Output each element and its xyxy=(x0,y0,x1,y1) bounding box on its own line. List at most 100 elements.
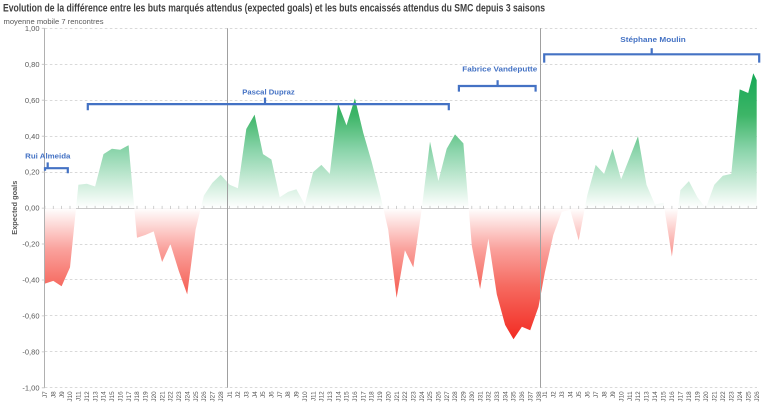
svg-text:J12: J12 xyxy=(635,391,642,402)
svg-text:J25: J25 xyxy=(427,391,434,402)
svg-text:-0,60: -0,60 xyxy=(22,312,39,321)
svg-text:J19: J19 xyxy=(377,391,384,402)
svg-text:J16: J16 xyxy=(669,391,676,402)
svg-text:J32: J32 xyxy=(486,391,493,402)
svg-text:Rui Almeida: Rui Almeida xyxy=(25,151,71,160)
svg-text:J9: J9 xyxy=(294,391,301,398)
svg-text:J4: J4 xyxy=(567,391,574,398)
svg-text:J31: J31 xyxy=(477,391,484,402)
svg-text:J22: J22 xyxy=(720,391,727,402)
svg-text:J19: J19 xyxy=(695,391,702,402)
svg-text:J20: J20 xyxy=(703,391,710,402)
svg-text:J25: J25 xyxy=(745,391,752,402)
svg-text:J13: J13 xyxy=(327,391,334,402)
svg-text:J17: J17 xyxy=(360,391,367,402)
svg-text:J16: J16 xyxy=(352,391,359,402)
svg-text:J35: J35 xyxy=(511,391,518,402)
svg-text:moyenne mobile 7 rencontres: moyenne mobile 7 rencontres xyxy=(4,17,104,26)
svg-text:J8: J8 xyxy=(285,391,292,398)
svg-text:J1: J1 xyxy=(542,391,549,398)
svg-text:J21: J21 xyxy=(712,391,719,402)
svg-text:J2: J2 xyxy=(235,391,242,398)
svg-text:J18: J18 xyxy=(369,391,376,402)
svg-text:J22: J22 xyxy=(402,391,409,402)
svg-text:J9: J9 xyxy=(59,391,66,398)
svg-text:J24: J24 xyxy=(419,391,426,402)
svg-text:J25: J25 xyxy=(193,391,200,402)
svg-text:J5: J5 xyxy=(260,391,267,398)
svg-text:Evolution de la différence ent: Evolution de la différence entre les but… xyxy=(3,3,545,15)
svg-text:J12: J12 xyxy=(84,391,91,402)
svg-text:J20: J20 xyxy=(151,391,158,402)
svg-text:J26: J26 xyxy=(201,391,208,402)
svg-text:J2: J2 xyxy=(551,391,558,398)
svg-text:J29: J29 xyxy=(461,391,468,402)
svg-text:J14: J14 xyxy=(652,391,659,402)
svg-text:Stéphane Moulin: Stéphane Moulin xyxy=(620,35,686,44)
svg-text:1,00: 1,00 xyxy=(25,24,40,33)
svg-text:J6: J6 xyxy=(269,391,276,398)
svg-text:J18: J18 xyxy=(134,391,141,402)
svg-text:-0,80: -0,80 xyxy=(22,348,39,357)
svg-text:J1: J1 xyxy=(227,391,234,398)
svg-text:-1,00: -1,00 xyxy=(22,383,39,392)
svg-text:J3: J3 xyxy=(244,391,251,398)
svg-text:J13: J13 xyxy=(644,391,651,402)
svg-text:J23: J23 xyxy=(729,391,736,402)
svg-text:J13: J13 xyxy=(92,391,99,402)
svg-text:J17: J17 xyxy=(678,391,685,402)
svg-text:J10: J10 xyxy=(302,391,309,402)
svg-text:J21: J21 xyxy=(394,391,401,402)
svg-text:J22: J22 xyxy=(168,391,175,402)
svg-text:J20: J20 xyxy=(385,391,392,402)
svg-text:J36: J36 xyxy=(519,391,526,402)
svg-text:Expected goals: Expected goals xyxy=(12,181,19,235)
svg-text:0,00: 0,00 xyxy=(25,204,40,213)
svg-text:J15: J15 xyxy=(344,391,351,402)
svg-text:J6: J6 xyxy=(584,391,591,398)
svg-text:J28: J28 xyxy=(452,391,459,402)
svg-text:J21: J21 xyxy=(159,391,166,402)
svg-text:J23: J23 xyxy=(176,391,183,402)
svg-text:-0,40: -0,40 xyxy=(22,276,39,285)
svg-text:J26: J26 xyxy=(754,391,761,402)
svg-text:J19: J19 xyxy=(143,391,150,402)
svg-text:J17: J17 xyxy=(126,391,133,402)
svg-text:J30: J30 xyxy=(469,391,476,402)
svg-text:J16: J16 xyxy=(117,391,124,402)
svg-text:0,20: 0,20 xyxy=(25,168,40,177)
svg-text:J27: J27 xyxy=(444,391,451,402)
svg-text:J26: J26 xyxy=(436,391,443,402)
svg-text:0,60: 0,60 xyxy=(25,96,40,105)
svg-text:J14: J14 xyxy=(335,391,342,402)
svg-text:J7: J7 xyxy=(42,391,49,398)
svg-text:0,40: 0,40 xyxy=(25,132,40,141)
svg-text:J7: J7 xyxy=(277,391,284,398)
svg-text:J8: J8 xyxy=(601,391,608,398)
svg-text:J12: J12 xyxy=(319,391,326,402)
svg-text:J5: J5 xyxy=(576,391,583,398)
svg-text:J3: J3 xyxy=(559,391,566,398)
svg-text:J28: J28 xyxy=(218,391,225,402)
svg-text:0,80: 0,80 xyxy=(25,60,40,69)
svg-text:J27: J27 xyxy=(210,391,217,402)
svg-text:J11: J11 xyxy=(76,391,83,401)
svg-text:J9: J9 xyxy=(610,391,617,398)
svg-text:J10: J10 xyxy=(67,391,74,402)
svg-text:-0,20: -0,20 xyxy=(22,240,39,249)
svg-text:J14: J14 xyxy=(101,391,108,402)
svg-text:J24: J24 xyxy=(737,391,744,402)
svg-text:J15: J15 xyxy=(109,391,116,402)
svg-text:J33: J33 xyxy=(494,391,501,402)
svg-text:J18: J18 xyxy=(686,391,693,402)
svg-text:J7: J7 xyxy=(593,391,600,398)
svg-text:Fabrice Vandeputte: Fabrice Vandeputte xyxy=(462,64,537,73)
svg-text:J11: J11 xyxy=(310,391,317,401)
svg-text:J38: J38 xyxy=(536,391,543,402)
svg-text:Pascal Dupraz: Pascal Dupraz xyxy=(242,88,295,97)
svg-text:J4: J4 xyxy=(252,391,259,398)
svg-text:J23: J23 xyxy=(411,391,418,402)
svg-text:J11: J11 xyxy=(627,391,634,401)
svg-text:J34: J34 xyxy=(502,391,509,402)
svg-text:J37: J37 xyxy=(527,391,534,402)
